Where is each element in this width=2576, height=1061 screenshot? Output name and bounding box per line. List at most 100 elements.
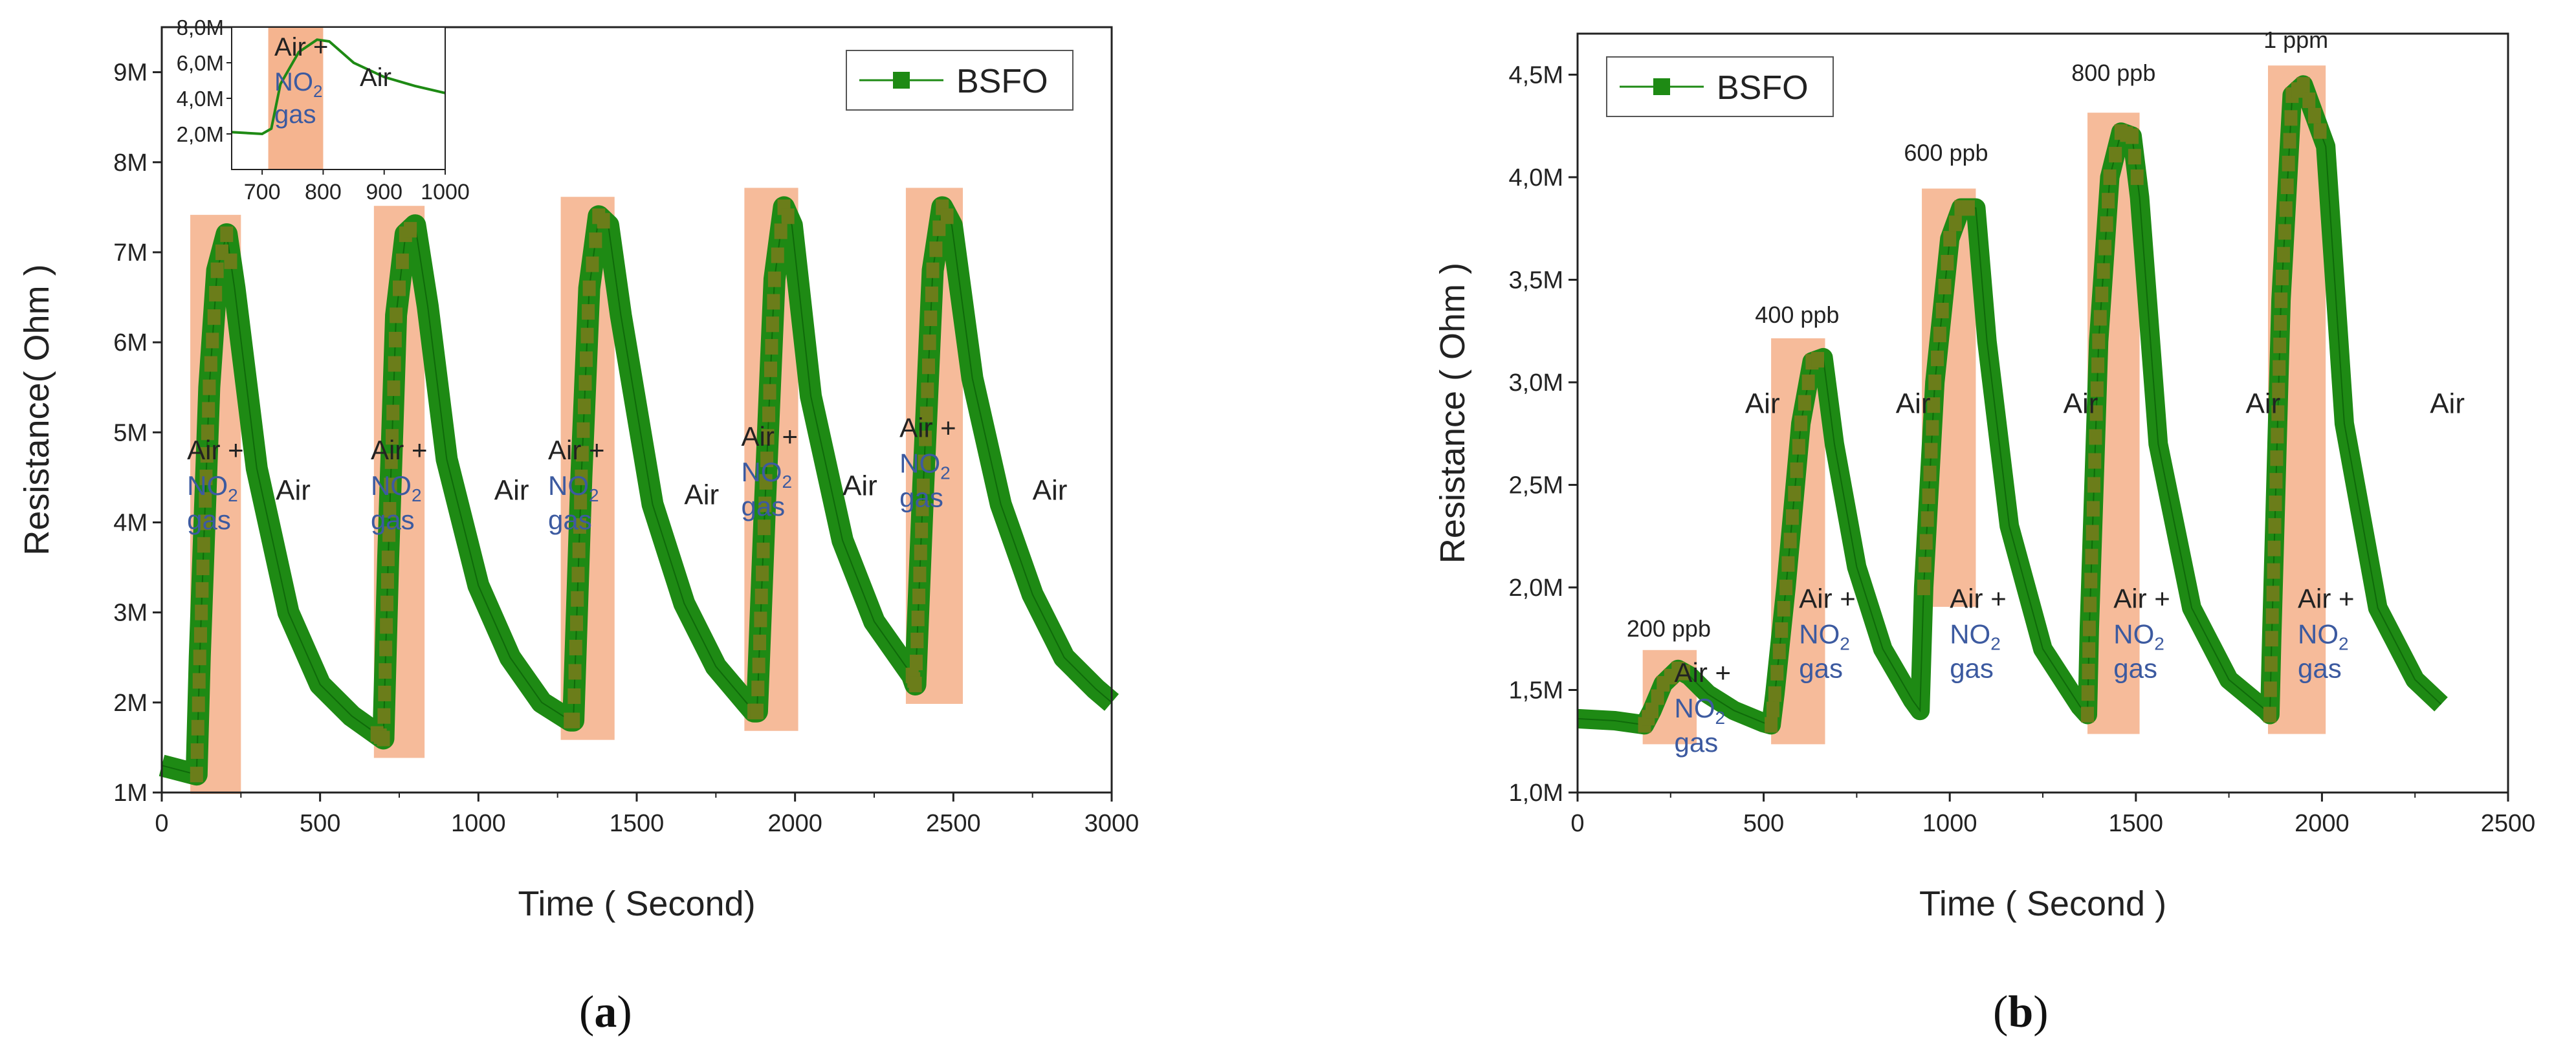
data-point xyxy=(1935,302,1949,318)
data-point xyxy=(932,220,946,236)
data-point xyxy=(2130,169,2144,185)
data-point xyxy=(2098,239,2112,256)
data-point xyxy=(759,474,773,490)
data-point xyxy=(387,380,401,397)
data-point xyxy=(395,253,409,269)
data-point xyxy=(569,639,582,655)
data-point xyxy=(926,262,940,278)
gas-label: gas xyxy=(899,482,943,512)
data-point xyxy=(1928,374,1942,390)
data-point xyxy=(2082,663,2095,679)
data-point xyxy=(567,688,581,705)
data-point xyxy=(201,424,214,441)
data-point xyxy=(207,309,221,325)
data-point xyxy=(1933,326,1946,342)
data-point xyxy=(567,712,580,728)
data-point xyxy=(758,496,772,512)
air-plus-label: Air + xyxy=(1950,584,2007,614)
data-point xyxy=(767,294,780,310)
data-point xyxy=(597,213,610,229)
inset-air-label: Air xyxy=(360,63,391,92)
y-tick-label: 3,5M xyxy=(1509,267,1563,294)
panel-a: 0 500 1000 1500 2000 2500 3000 1M 2M 3M 4M 5M 6M 7M 8M… xyxy=(17,16,1139,923)
data-point xyxy=(195,604,208,620)
data-point xyxy=(2084,596,2097,613)
data-point xyxy=(388,331,402,347)
data-point xyxy=(1646,703,1659,719)
x-tick-label: 500 xyxy=(1743,810,1784,837)
data-point xyxy=(1923,465,1937,481)
air-label: Air xyxy=(684,479,719,511)
air-plus-label: Air + xyxy=(371,435,428,465)
x-tick-label: 2000 xyxy=(2295,810,2350,837)
data-point xyxy=(200,447,214,463)
data-point xyxy=(382,526,396,542)
data-point xyxy=(781,208,795,224)
data-point xyxy=(1777,600,1790,617)
data-point xyxy=(2313,123,2327,139)
y-tick-label: 2,0M xyxy=(1509,574,1563,602)
data-point xyxy=(2276,269,2289,285)
no2-subscript: 2 xyxy=(1715,708,1726,728)
data-point xyxy=(925,286,938,302)
inset-data-line xyxy=(231,38,446,136)
inset-x-tick-label: 700 xyxy=(244,180,281,204)
x-tick-label: 2500 xyxy=(2481,810,2536,837)
data-point xyxy=(1794,415,1808,432)
data-point xyxy=(910,632,924,648)
data-point xyxy=(924,311,938,327)
data-point xyxy=(1943,231,1957,247)
data-point xyxy=(1790,462,1803,478)
data-point xyxy=(2268,518,2282,534)
inset-y-tick-label: 4,0M xyxy=(177,87,224,111)
data-point xyxy=(575,446,589,462)
air-label: Air xyxy=(494,475,529,507)
data-point xyxy=(2085,549,2098,565)
data-point xyxy=(379,663,392,679)
data-point xyxy=(2271,405,2285,421)
data-point xyxy=(386,404,400,421)
data-point xyxy=(578,375,592,391)
concentration-label: 200 ppb xyxy=(1627,615,1711,642)
data-point xyxy=(1961,200,1975,216)
data-point xyxy=(192,673,206,689)
x-tick-label: 1000 xyxy=(451,810,506,837)
data-point xyxy=(383,501,397,518)
no2-subscript: 2 xyxy=(1990,634,2001,654)
no2-label: NO2 xyxy=(741,457,792,492)
y-tick-label: 2,5M xyxy=(1509,472,1563,499)
data-point xyxy=(764,361,777,377)
data-point xyxy=(1917,579,1930,595)
data-point xyxy=(1783,532,1797,549)
data-point xyxy=(393,280,406,296)
data-point xyxy=(914,544,927,560)
data-point xyxy=(202,402,215,418)
no2-subscript: 2 xyxy=(782,472,792,492)
gas-label: gas xyxy=(1799,653,1843,684)
data-point xyxy=(404,222,417,238)
data-point xyxy=(1798,395,1811,411)
data-point xyxy=(1941,255,1954,271)
air-plus-label: Air + xyxy=(899,412,956,443)
data-point xyxy=(377,730,390,747)
air-plus-label: Air + xyxy=(548,435,605,465)
legend-marker xyxy=(893,72,910,89)
data-point xyxy=(580,351,593,367)
data-point xyxy=(752,657,765,673)
inset-no2-subscript: 2 xyxy=(313,82,322,101)
concentration-label: 400 ppb xyxy=(1755,301,1839,328)
data-point xyxy=(193,627,207,643)
y-tick-label: 7M xyxy=(113,239,148,267)
air-label: Air xyxy=(842,470,877,502)
data-point xyxy=(586,256,599,272)
data-point xyxy=(568,664,582,680)
data-point xyxy=(2102,193,2115,209)
data-point xyxy=(379,640,393,657)
data-point xyxy=(2284,110,2298,126)
data-point xyxy=(921,382,934,399)
inset-air-plus-label: Air + xyxy=(274,33,328,61)
data-point xyxy=(2276,246,2290,263)
data-point xyxy=(774,223,787,239)
air-label: Air xyxy=(1033,475,1068,507)
data-point xyxy=(191,719,204,736)
